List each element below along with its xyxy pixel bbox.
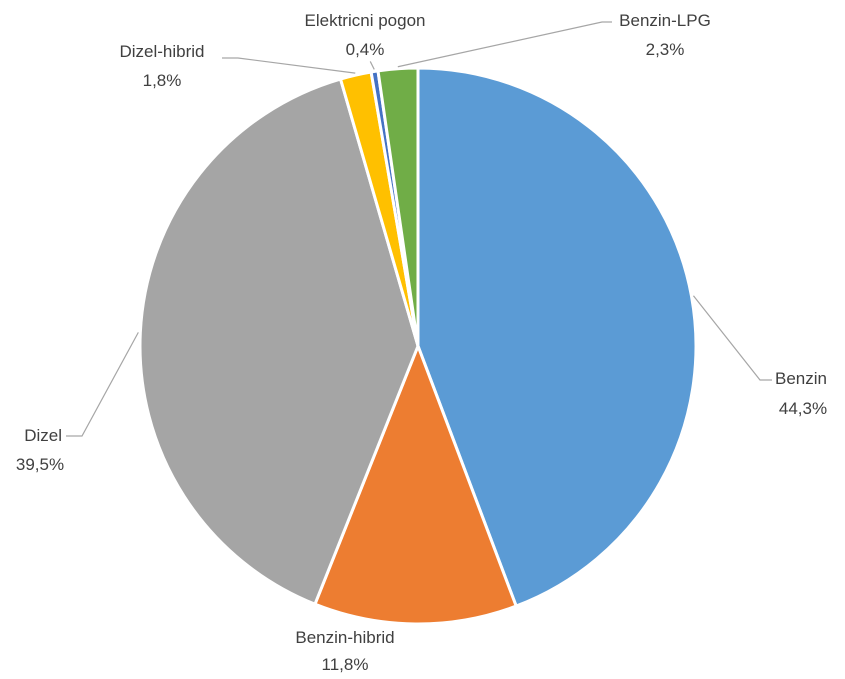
label-benzin-lpg-name: Benzin-LPG [619, 11, 711, 30]
label-benzin-name: Benzin [775, 369, 827, 388]
label-benzin-hibrid-value: 11,8% [322, 655, 369, 674]
leader-line-elektricni-pogon [369, 61, 375, 70]
label-elektricni-pogon-name: Elektricni pogon [305, 11, 426, 30]
label-elektricni-pogon: Elektricni pogon 0,4% [305, 11, 426, 59]
leader-lines [66, 21, 772, 437]
leader-line-benzin-lpg [397, 21, 612, 68]
label-benzin-lpg: Benzin-LPG 2,3% [619, 11, 711, 59]
label-dizel: Dizel 39,5% [16, 426, 64, 474]
label-dizel-value: 39,5% [16, 455, 64, 474]
pie-slice-dizel [138, 77, 420, 607]
label-dizel-name: Dizel [24, 426, 62, 445]
pie-slice-benzin-hibrid [312, 341, 519, 626]
leader-line-dizel-hibrid [222, 57, 356, 74]
leader-line-benzin [692, 295, 772, 381]
label-dizel-hibrid: Dizel-hibrid 1,8% [119, 42, 204, 90]
label-benzin-lpg-value: 2,3% [646, 40, 685, 59]
label-benzin: Benzin 44,3% [775, 369, 827, 418]
label-benzin-value: 44,3% [779, 399, 827, 418]
pie-slice-benzin-lpg [376, 66, 420, 347]
label-benzin-hibrid: Benzin-hibrid 11,8% [295, 628, 394, 674]
leader-line-dizel [66, 332, 139, 437]
label-benzin-hibrid-name: Benzin-hibrid [295, 628, 394, 647]
label-dizel-hibrid-name: Dizel-hibrid [119, 42, 204, 61]
label-elektricni-pogon-value: 0,4% [346, 40, 385, 59]
label-dizel-hibrid-value: 1,8% [143, 71, 182, 90]
pie-slices [138, 66, 698, 626]
pie-slice-benzin [416, 66, 698, 609]
